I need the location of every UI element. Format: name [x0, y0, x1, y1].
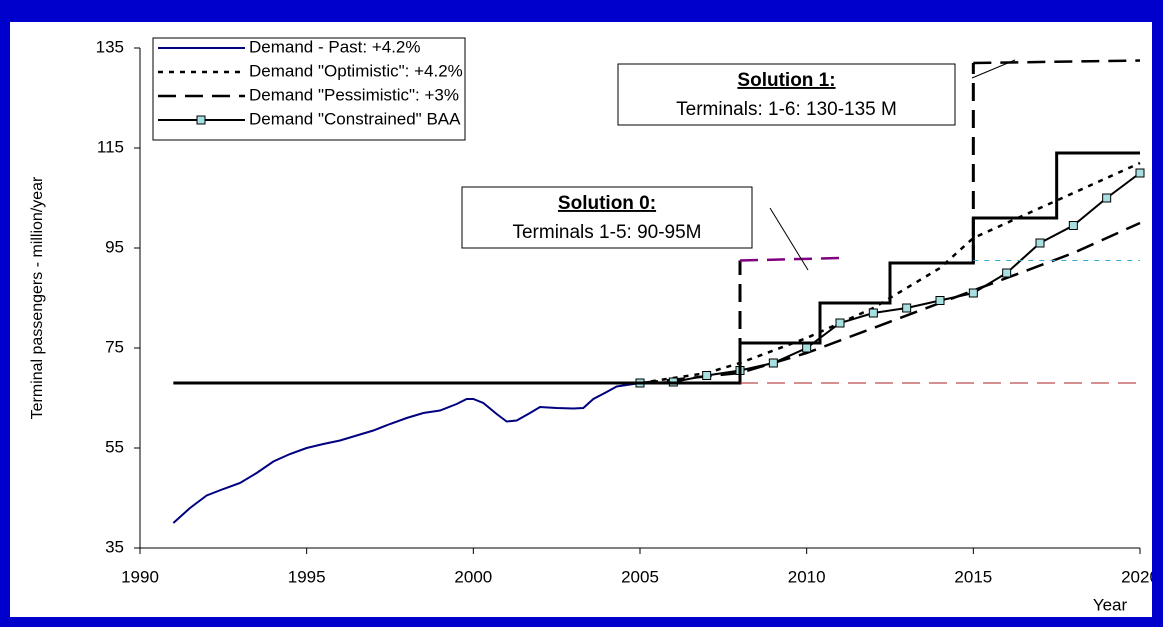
data-point	[902, 303, 912, 313]
frame-right	[1152, 0, 1163, 627]
data-point	[702, 371, 712, 380]
data-point	[1035, 238, 1045, 248]
y-axis-label: Terminal passengers - million/year	[29, 176, 46, 419]
legend-label: Demand - Past: +4.2%	[249, 37, 421, 56]
frame-top	[0, 0, 1163, 22]
frame-bottom	[0, 617, 1163, 627]
data-point	[835, 318, 845, 328]
x-tick-label: 1990	[121, 567, 159, 586]
y-tick-label: 75	[105, 337, 124, 356]
annotation-box	[461, 186, 753, 249]
series-line	[639, 221, 1141, 385]
x-axis-label: Year	[1093, 595, 1128, 614]
data-point	[1002, 268, 1012, 278]
legend-label: Demand "Constrained" BAA	[249, 109, 461, 128]
annotation-text: Terminals: 1-6: 130-135 M	[676, 99, 897, 120]
series-line	[639, 161, 1141, 385]
legend-label: Demand "Optimistic": +4.2%	[249, 61, 463, 80]
data-point	[768, 358, 778, 368]
data-point	[968, 288, 978, 298]
legend-marker	[196, 115, 206, 125]
data-point	[1102, 193, 1112, 203]
frame-left	[0, 0, 10, 627]
annotation-title: Solution 0:	[558, 193, 656, 214]
y-tick-label: 135	[96, 37, 124, 56]
series-line	[973, 59, 1141, 65]
x-tick-label: 2000	[454, 567, 492, 586]
data-point	[1068, 221, 1078, 230]
x-tick-label: 2015	[954, 567, 992, 586]
data-point	[935, 296, 945, 305]
y-tick-label: 55	[105, 437, 124, 456]
y-tick-label: 35	[105, 537, 124, 556]
annotation-box	[617, 63, 956, 126]
data-point	[1135, 168, 1145, 178]
data-point	[868, 308, 878, 318]
annotation-pointer	[971, 59, 1016, 79]
x-tick-label: 2020	[1121, 567, 1159, 586]
legend-label: Demand "Pessimistic": +3%	[249, 85, 459, 104]
series-line	[639, 172, 1141, 384]
annotation-text: Terminals 1-5: 90-95M	[512, 222, 701, 243]
y-tick-label: 95	[105, 237, 124, 256]
x-tick-label: 2010	[788, 567, 826, 586]
annotation-pointer	[769, 207, 809, 271]
x-tick-label: 1995	[288, 567, 326, 586]
series-line	[172, 382, 641, 524]
series-line	[739, 256, 841, 262]
annotation-title: Solution 1:	[737, 70, 835, 91]
x-tick-label: 2005	[621, 567, 659, 586]
y-tick-label: 115	[97, 137, 124, 156]
data-point	[802, 343, 812, 353]
